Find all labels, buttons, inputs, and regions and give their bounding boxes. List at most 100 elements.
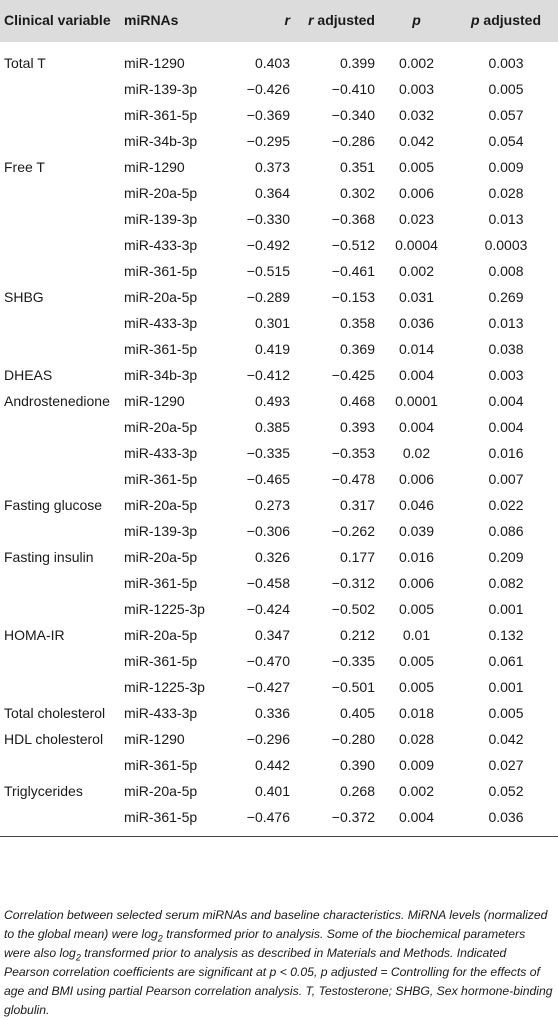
cell-p-adjusted: 0.022 (488, 497, 524, 513)
cell-r: −0.369 (246, 107, 290, 123)
table-row: Total T miR-1290 0.403 0.399 0.002 0.003 (0, 42, 558, 76)
cell-r: −0.289 (246, 289, 290, 305)
cell-mirna: miR-1290 (124, 731, 185, 747)
cell-mirna: miR-1225-3p (124, 679, 205, 695)
cell-mirna: miR-20a-5p (124, 419, 198, 435)
cell-clinical-variable (0, 128, 120, 154)
cell-p: 0.023 (398, 211, 435, 227)
cell-clinical-variable (0, 570, 120, 596)
header-r-adjusted-rest: adjusted (313, 12, 375, 28)
cell-r-adjusted: 0.369 (339, 341, 375, 357)
cell-r-adjusted: −0.425 (331, 367, 375, 383)
header-p: p (379, 0, 454, 42)
cell-r: 0.273 (254, 497, 290, 513)
caption-part-1: Correlation between selected serum miRNA… (4, 908, 548, 941)
cell-r-adjusted: 0.302 (339, 185, 375, 201)
cell-p-adjusted: 0.269 (488, 289, 524, 305)
cell-p: 0.02 (402, 445, 431, 461)
cell-mirna: miR-361-5p (124, 263, 198, 279)
cell-r-adjusted: −0.372 (331, 809, 375, 825)
cell-mirna: miR-433-3p (124, 705, 198, 721)
cell-p-adjusted: 0.003 (488, 55, 524, 71)
cell-r: 0.326 (254, 549, 290, 565)
cell-clinical-variable (0, 648, 120, 674)
cell-r: 0.301 (254, 315, 290, 331)
cell-r: 0.493 (254, 393, 290, 409)
table-row: miR-361-5p −0.369 −0.340 0.032 0.057 (0, 102, 558, 128)
cell-r-adjusted: −0.353 (331, 445, 375, 461)
cell-r-adjusted: 0.212 (339, 627, 375, 643)
cell-r: −0.465 (246, 471, 290, 487)
cell-p: 0.004 (398, 809, 435, 825)
cell-p: 0.018 (398, 705, 435, 721)
cell-p: 0.028 (398, 731, 435, 747)
table-row: miR-1225-3p −0.424 −0.502 0.005 0.001 (0, 596, 558, 622)
cell-r: 0.385 (254, 419, 290, 435)
cell-clinical-variable (0, 752, 120, 778)
cell-clinical-variable (0, 518, 120, 544)
cell-clinical-variable: DHEAS (4, 367, 53, 383)
cell-p: 0.039 (398, 523, 435, 539)
cell-p: 0.003 (398, 81, 435, 97)
table-row: miR-34b-3p −0.295 −0.286 0.042 0.054 (0, 128, 558, 154)
cell-mirna: miR-20a-5p (124, 497, 198, 513)
cell-mirna: miR-34b-3p (124, 133, 198, 149)
table-row: HOMA-IR miR-20a-5p 0.347 0.212 0.01 0.132 (0, 622, 558, 648)
cell-r: −0.330 (246, 211, 290, 227)
cell-p-adjusted: 0.061 (488, 653, 524, 669)
cell-mirna: miR-20a-5p (124, 783, 198, 799)
cell-r-adjusted: −0.478 (331, 471, 375, 487)
header-p-adjusted-italic: p (470, 12, 480, 28)
cell-mirna: miR-34b-3p (124, 367, 198, 383)
cell-p-adjusted: 0.001 (488, 679, 524, 695)
cell-r-adjusted: −0.335 (331, 653, 375, 669)
table-row: miR-361-5p −0.515 −0.461 0.002 0.008 (0, 258, 558, 284)
cell-clinical-variable (0, 466, 120, 492)
cell-p-adjusted: 0.007 (488, 471, 524, 487)
cell-r: −0.412 (246, 367, 290, 383)
cell-r-adjusted: 0.393 (339, 419, 375, 435)
cell-r: −0.335 (246, 445, 290, 461)
table-row: miR-20a-5p 0.364 0.302 0.006 0.028 (0, 180, 558, 206)
cell-p: 0.046 (398, 497, 435, 513)
cell-r-adjusted: 0.177 (339, 549, 375, 565)
table-bottom-rule (0, 836, 558, 837)
cell-r: 0.419 (254, 341, 290, 357)
cell-r: −0.426 (246, 81, 290, 97)
cell-r-adjusted: −0.312 (331, 575, 375, 591)
caption-part-2: transformed prior to analysis. Some of t… (4, 927, 526, 960)
cell-p: 0.042 (398, 133, 435, 149)
cell-r: −0.470 (246, 653, 290, 669)
caption-part-3: transformed prior to analysis as describ… (4, 946, 553, 1017)
cell-r: −0.515 (246, 263, 290, 279)
cell-p: 0.009 (398, 757, 435, 773)
table-row: miR-433-3p 0.301 0.358 0.036 0.013 (0, 310, 558, 336)
cell-p-adjusted: 0.003 (488, 367, 524, 383)
cell-clinical-variable (0, 232, 120, 258)
table-row: miR-361-5p −0.476 −0.372 0.004 0.036 (0, 804, 558, 836)
cell-mirna: miR-361-5p (124, 471, 198, 487)
table-row: HDL cholesterol miR-1290 −0.296 −0.280 0.028… (0, 726, 558, 752)
cell-r: −0.427 (246, 679, 290, 695)
cell-r-adjusted: −0.280 (331, 731, 375, 747)
cell-p-adjusted: 0.013 (488, 211, 524, 227)
cell-mirna: miR-433-3p (124, 315, 198, 331)
cell-p: 0.031 (398, 289, 435, 305)
header-r: r (228, 0, 294, 42)
cell-p-adjusted: 0.036 (488, 809, 524, 825)
cell-r: −0.476 (246, 809, 290, 825)
cell-r: 0.373 (254, 159, 290, 175)
cell-r-adjusted: 0.317 (339, 497, 375, 513)
cell-p: 0.01 (402, 627, 431, 643)
cell-p-adjusted: 0.005 (488, 705, 524, 721)
cell-r: −0.492 (246, 237, 290, 253)
cell-clinical-variable (0, 310, 120, 336)
cell-p: 0.006 (398, 575, 435, 591)
cell-clinical-variable (0, 102, 120, 128)
cell-r-adjusted: −0.501 (331, 679, 375, 695)
cell-r-adjusted: 0.468 (339, 393, 375, 409)
header-p-label: p (412, 12, 421, 28)
cell-r: −0.295 (246, 133, 290, 149)
table-row: miR-361-5p −0.470 −0.335 0.005 0.061 (0, 648, 558, 674)
